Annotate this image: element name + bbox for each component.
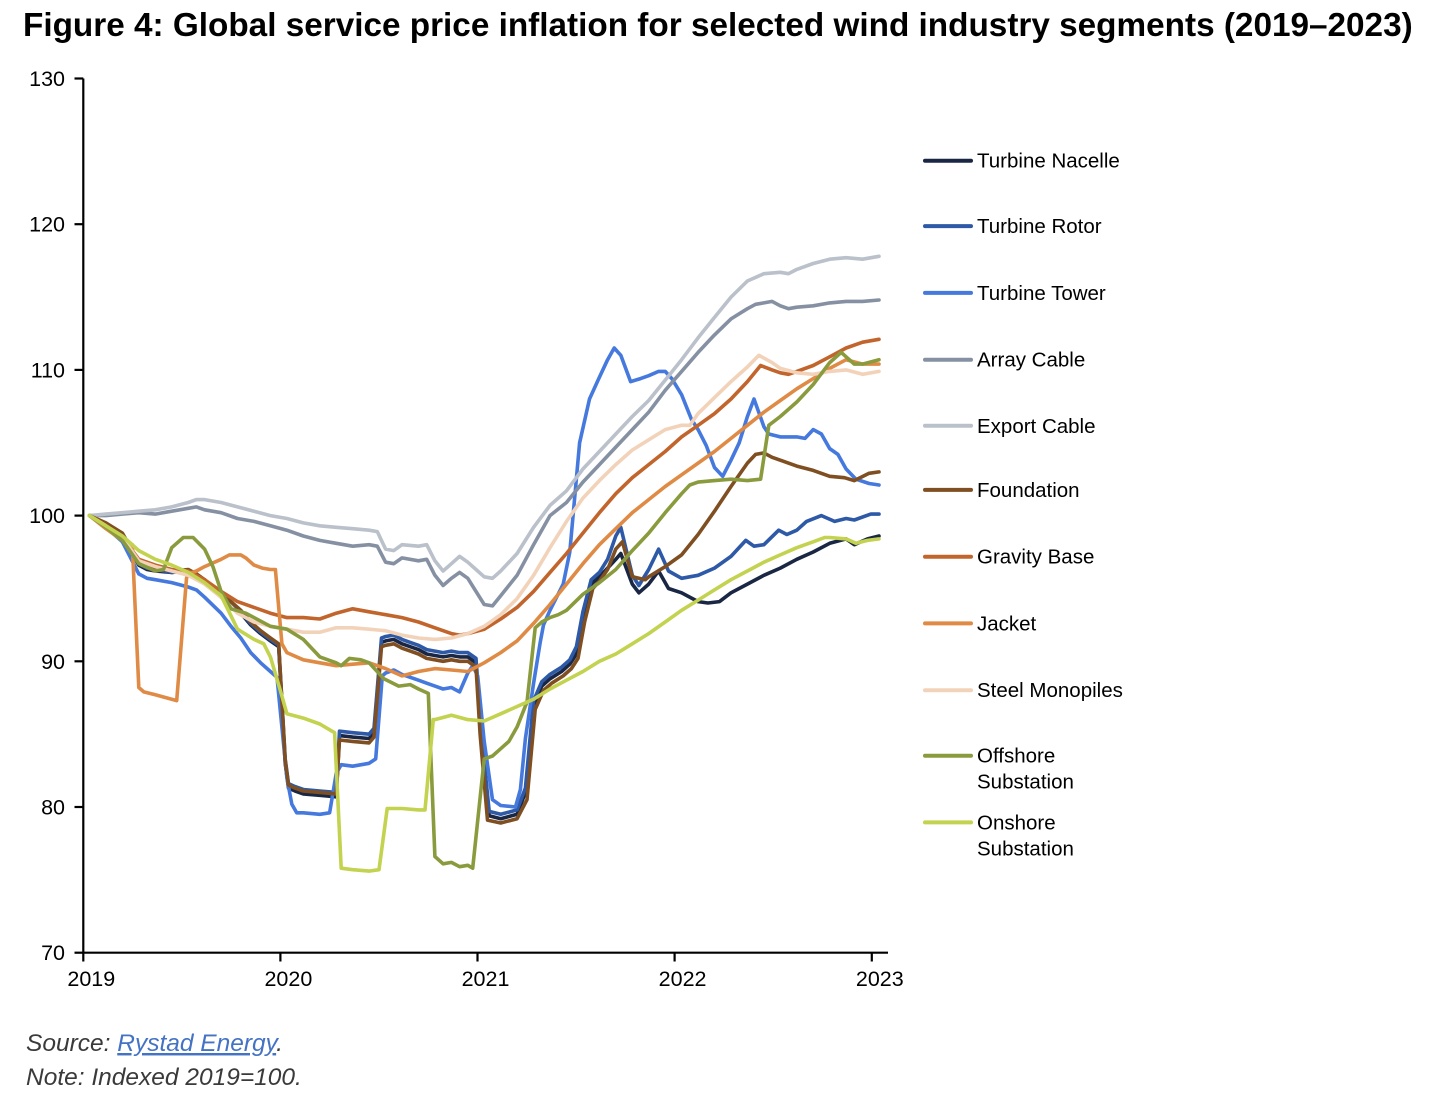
svg-text:Substation: Substation [977, 771, 1074, 794]
svg-text:90: 90 [41, 650, 65, 674]
svg-text:Gravity Base: Gravity Base [977, 546, 1094, 569]
svg-text:70: 70 [41, 941, 65, 965]
svg-text:130: 130 [29, 67, 65, 91]
svg-text:2022: 2022 [659, 967, 707, 991]
svg-text:Turbine Tower: Turbine Tower [977, 282, 1106, 305]
svg-text:Source: Rystad Energy.: Source: Rystad Energy. [26, 1030, 283, 1057]
svg-text:2020: 2020 [264, 967, 312, 991]
svg-text:120: 120 [29, 213, 65, 237]
svg-text:2019: 2019 [67, 967, 115, 991]
svg-text:Array Cable: Array Cable [977, 349, 1085, 372]
svg-text:Foundation: Foundation [977, 479, 1080, 502]
svg-text:Jacket: Jacket [977, 612, 1037, 635]
svg-text:Figure 4: Global service price: Figure 4: Global service price inflation… [23, 7, 1413, 44]
svg-text:Note: Indexed 2019=100.: Note: Indexed 2019=100. [26, 1064, 302, 1091]
svg-text:Onshore: Onshore [977, 811, 1056, 834]
svg-text:80: 80 [41, 796, 65, 820]
svg-text:110: 110 [31, 358, 65, 382]
svg-text:100: 100 [29, 504, 65, 528]
svg-text:Substation: Substation [977, 837, 1074, 860]
svg-text:Turbine Nacelle: Turbine Nacelle [977, 150, 1120, 173]
svg-text:Export Cable: Export Cable [977, 415, 1096, 438]
svg-text:Turbine Rotor: Turbine Rotor [977, 215, 1102, 238]
svg-text:2023: 2023 [856, 967, 904, 991]
svg-text:2021: 2021 [462, 967, 510, 991]
svg-text:Offshore: Offshore [977, 745, 1055, 768]
svg-text:Steel Monopiles: Steel Monopiles [977, 679, 1123, 702]
